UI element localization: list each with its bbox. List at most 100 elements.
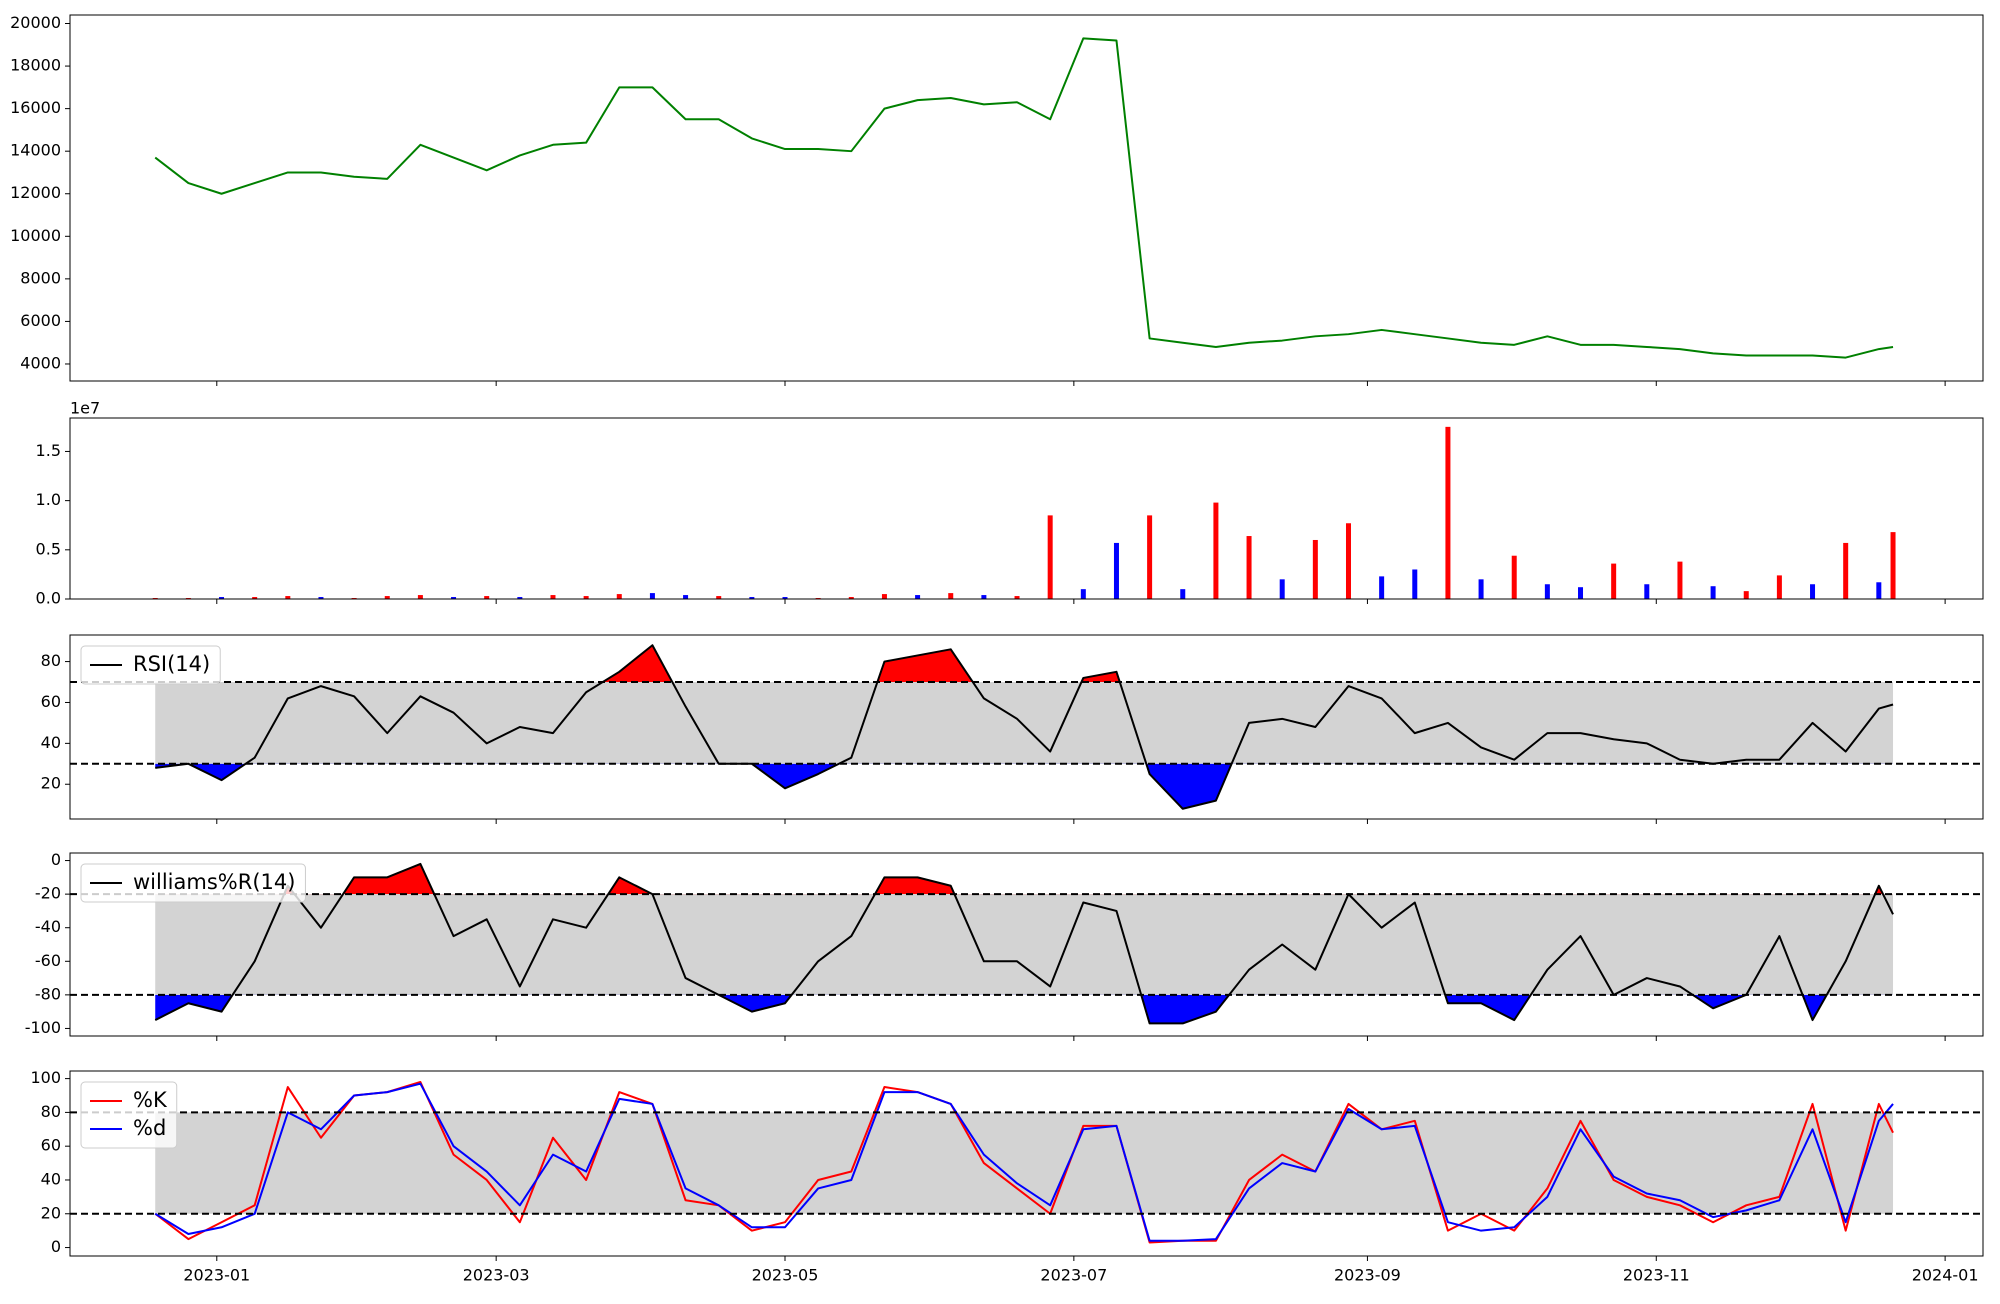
volume-bar: [616, 594, 622, 599]
volume-bar: [683, 595, 689, 599]
volume-bar: [649, 593, 655, 599]
legend: williams%R(14): [80, 863, 306, 903]
volume-bar: [848, 597, 854, 599]
legend-label: %K: [133, 1088, 168, 1112]
y-tick-label: -100: [25, 1018, 61, 1037]
y-tick-label: -80: [35, 984, 61, 1003]
volume-bar: [1014, 596, 1020, 599]
y-tick-label: 0: [51, 850, 61, 869]
volume-bar: [1180, 589, 1186, 599]
series-line: [154, 1080, 1894, 1244]
legend-box: [80, 863, 306, 903]
y-tick-label: 8000: [20, 268, 61, 287]
y-tick-label: -60: [35, 951, 61, 970]
y-tick-label: 40: [41, 1169, 61, 1188]
series-line: [155, 644, 1894, 810]
volume-bar: [484, 596, 490, 599]
y-tick-label: 80: [41, 1102, 61, 1121]
y-tick-label: 6000: [20, 311, 61, 330]
volume-bar: [1876, 582, 1882, 599]
y-tick-label: 18000: [10, 56, 61, 75]
legend-box: [80, 645, 221, 685]
plot-area: [70, 644, 1983, 810]
volume-bar: [285, 596, 291, 599]
volume-bar: [716, 596, 722, 599]
neutral-band: [155, 1112, 1894, 1214]
volume-bar: [1578, 587, 1584, 599]
plot-area: [152, 426, 1896, 599]
volume-bar: [1644, 584, 1650, 599]
axes-frame: [69, 14, 1984, 382]
legend: RSI(14): [80, 645, 221, 685]
volume-bar: [1743, 591, 1749, 599]
volume-bar: [417, 595, 423, 599]
y-tick-label: 20: [41, 774, 61, 793]
legend-label: RSI(14): [133, 652, 210, 676]
volume-bar: [1843, 542, 1849, 599]
legend: %K %d: [80, 1081, 178, 1149]
volume-bar: [1511, 555, 1517, 599]
volume-bar: [1047, 515, 1053, 599]
axes-frame: [69, 1070, 1984, 1257]
volume-bar: [318, 597, 324, 599]
y-tick-label: 100: [30, 1068, 61, 1087]
volume-bar: [1379, 576, 1385, 599]
y-tick-label: 1.5: [36, 441, 61, 460]
series-line: [154, 862, 1894, 1025]
volume-bar: [1246, 536, 1252, 599]
volume-bar: [1213, 502, 1219, 599]
volume-bar: [881, 594, 887, 599]
volume-bar: [1478, 579, 1484, 599]
series-line: [154, 37, 1894, 359]
volume-bar: [1445, 426, 1451, 599]
volume-bar: [517, 597, 523, 599]
y-tick-label: 60: [41, 692, 61, 711]
y-tick-label: -20: [35, 884, 61, 903]
volume-bar: [1312, 539, 1318, 599]
x-tick-label: 2023-01: [183, 1266, 250, 1285]
y-tick-label: 60: [41, 1136, 61, 1155]
y-tick-label: 80: [41, 651, 61, 670]
x-tick-label: 2023-07: [1040, 1266, 1107, 1285]
volume-bar: [1080, 589, 1086, 599]
neutral-band: [155, 894, 1894, 995]
plot-area: [70, 862, 1983, 1025]
y-tick-label: 40: [41, 733, 61, 752]
volume-bar: [948, 593, 954, 599]
x-tick-label: 2023-09: [1334, 1266, 1401, 1285]
volume-bar: [749, 597, 755, 599]
volume-bar: [550, 595, 556, 599]
volume-bar: [915, 595, 921, 599]
y-tick-label: 20000: [10, 13, 61, 32]
legend-label: %d: [133, 1116, 166, 1140]
volume-bar: [583, 596, 589, 599]
x-tick-label: 2023-11: [1623, 1266, 1690, 1285]
volume-bar: [782, 597, 788, 599]
y-tick-label: 0.5: [36, 539, 61, 558]
neutral-band: [155, 682, 1894, 764]
y-tick-label: 20: [41, 1203, 61, 1222]
y-tick-label: -40: [35, 917, 61, 936]
axis-offset-label: 1e7: [70, 399, 100, 418]
x-tick-label: 2023-05: [752, 1266, 819, 1285]
y-tick-label: 0: [51, 1237, 61, 1256]
volume-bar: [981, 595, 987, 599]
volume-bar: [451, 597, 457, 599]
y-tick-label: 4000: [20, 353, 61, 372]
volume-bar: [384, 596, 390, 599]
x-tick-label: 2024-01: [1912, 1266, 1979, 1285]
axes-frame: [69, 417, 1984, 600]
y-tick-label: 10000: [10, 226, 61, 245]
legend-box: [80, 1081, 178, 1149]
series-line: [154, 1082, 1894, 1242]
volume-bar: [1810, 584, 1816, 599]
x-tick-label: 2023-03: [463, 1266, 530, 1285]
legend-label: williams%R(14): [133, 870, 295, 894]
volume-bar: [1710, 586, 1716, 599]
volume-bar: [1890, 532, 1896, 599]
y-tick-label: 1.0: [36, 490, 61, 509]
volume-bar: [252, 597, 258, 599]
y-tick-label: 12000: [10, 183, 61, 202]
plot-area: [154, 37, 1894, 359]
y-tick-label: 16000: [10, 98, 61, 117]
